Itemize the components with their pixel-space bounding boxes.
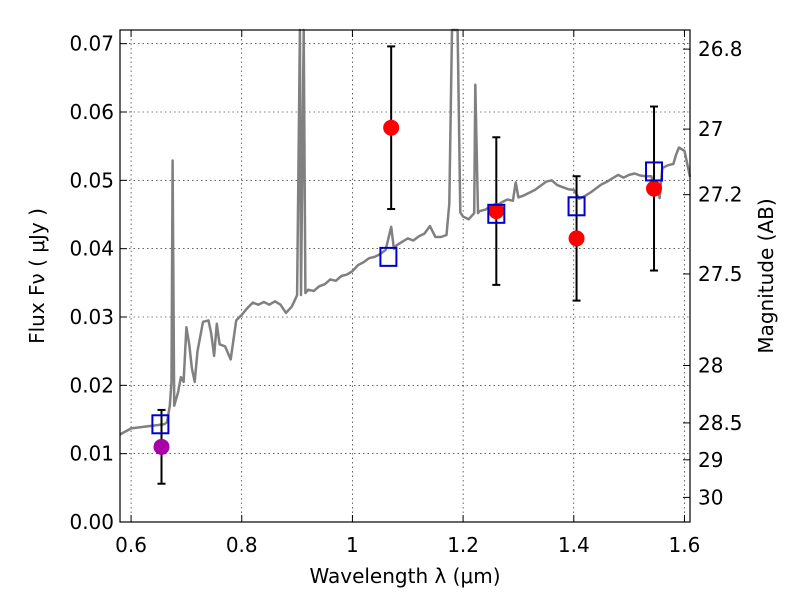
right-tick-label: 30 bbox=[698, 485, 723, 509]
y-axis-left-label: Flux Fν ( μJy ) bbox=[25, 208, 49, 344]
y-tick-label: 0.06 bbox=[69, 100, 114, 124]
model-square-marker bbox=[567, 196, 586, 217]
y-axis-right-label: Magnitude (AB) bbox=[754, 198, 778, 353]
model-square-marker bbox=[645, 161, 664, 182]
right-tick-label: 28.5 bbox=[698, 411, 743, 435]
grid bbox=[120, 30, 690, 522]
y-tick-label: 0.03 bbox=[69, 305, 114, 329]
y-axis-left: 0.00 0.01 0.02 0.03 0.04 0.05 0.06 0.07 bbox=[69, 32, 127, 534]
spectrum-line bbox=[119, 28, 692, 436]
x-tick-label: 0.6 bbox=[115, 533, 147, 557]
y-tick-label: 0.05 bbox=[69, 168, 114, 192]
plot-background bbox=[120, 30, 690, 522]
points-layer bbox=[151, 45, 664, 485]
x-tick-label: 1.2 bbox=[447, 533, 479, 557]
y-tick-label: 0.07 bbox=[69, 32, 114, 56]
right-tick-label: 27.2 bbox=[698, 183, 743, 207]
x-tick-label: 1.4 bbox=[558, 533, 590, 557]
spectrum-layer bbox=[119, 28, 692, 436]
right-tick-label: 27.5 bbox=[698, 262, 743, 286]
model-square-marker bbox=[379, 246, 398, 267]
y-tick-label: 0.02 bbox=[69, 373, 114, 397]
x-tick-label: 0.8 bbox=[226, 533, 258, 557]
y-tick-label: 0.00 bbox=[69, 510, 114, 534]
x-axis-label: Wavelength λ (μm) bbox=[309, 564, 500, 588]
right-tick-label: 28 bbox=[698, 354, 723, 378]
data-point-marker bbox=[568, 230, 585, 247]
model-square-marker bbox=[487, 203, 506, 224]
data-point-marker bbox=[646, 180, 663, 197]
plot-frame bbox=[119, 29, 691, 523]
y-axis-right: 26.8 27 27.2 27.5 28 28.5 29 30 bbox=[683, 37, 743, 509]
right-tick-label: 29 bbox=[698, 448, 723, 472]
model-square-marker bbox=[151, 414, 170, 435]
x-axis: 0.6 0.8 1 1.2 1.4 1.6 bbox=[115, 30, 700, 557]
x-tick-label: 1.6 bbox=[669, 533, 701, 557]
right-tick-label: 27 bbox=[698, 117, 723, 141]
data-point-marker bbox=[488, 203, 505, 220]
y-tick-label: 0.01 bbox=[69, 442, 114, 466]
data-point-marker bbox=[153, 438, 170, 455]
x-tick-label: 1 bbox=[346, 533, 359, 557]
data-point-marker bbox=[383, 119, 400, 136]
y-tick-label: 0.04 bbox=[69, 237, 114, 261]
right-tick-label: 26.8 bbox=[698, 37, 743, 61]
